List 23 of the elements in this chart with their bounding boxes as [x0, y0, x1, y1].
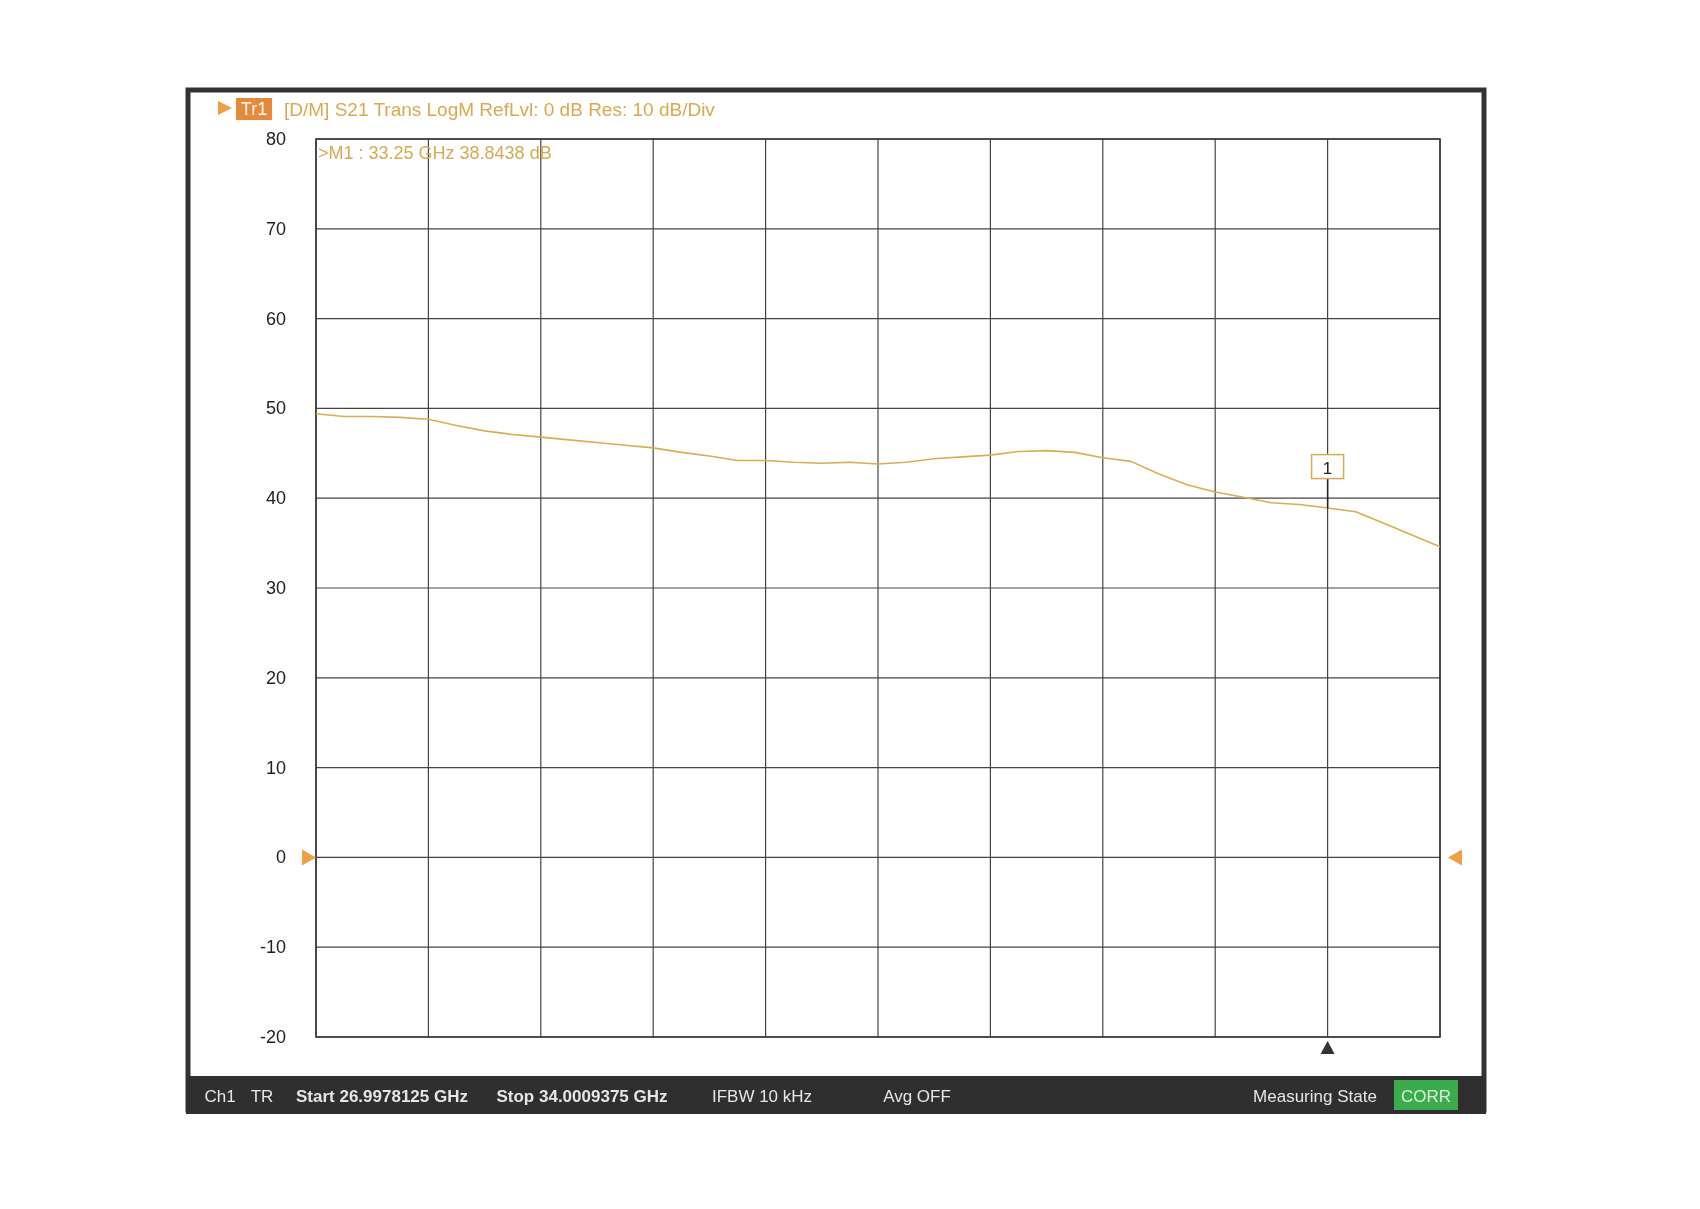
- text: Measuring State: [1253, 1087, 1377, 1106]
- text: Ch1: [204, 1087, 236, 1106]
- y-tick-label: 60: [265, 308, 286, 329]
- y-tick-label: 20: [265, 667, 286, 688]
- annotation: 1: [1322, 458, 1333, 478]
- text: Start 26.9978125 GHz: [296, 1087, 468, 1106]
- y-tick-label: 0: [275, 847, 286, 868]
- y-tick-label: -20: [259, 1027, 286, 1047]
- text: Avg OFF: [883, 1087, 951, 1106]
- y-tick-label: -10: [259, 937, 286, 958]
- text: Stop 34.0009375 GHz: [496, 1087, 668, 1106]
- y-tick-label: 30: [265, 578, 286, 598]
- line-series: [315, 412, 1441, 548]
- y-tick-label: 50: [265, 398, 286, 419]
- y-tick-label: 10: [265, 757, 286, 778]
- text: IFBW 10 kHz: [711, 1087, 813, 1106]
- chart-title: [D/M] S21 Trans LogM RefLvl: 0 dB Res: 10 dB/Div: [284, 99, 716, 120]
- y-tick-label: 40: [265, 488, 286, 509]
- text: Tr1: [240, 99, 268, 119]
- text: CORR: [1400, 1087, 1452, 1106]
- y-tick-label: 70: [265, 218, 286, 239]
- y-tick-label: 80: [265, 129, 286, 149]
- text: TR: [250, 1087, 274, 1106]
